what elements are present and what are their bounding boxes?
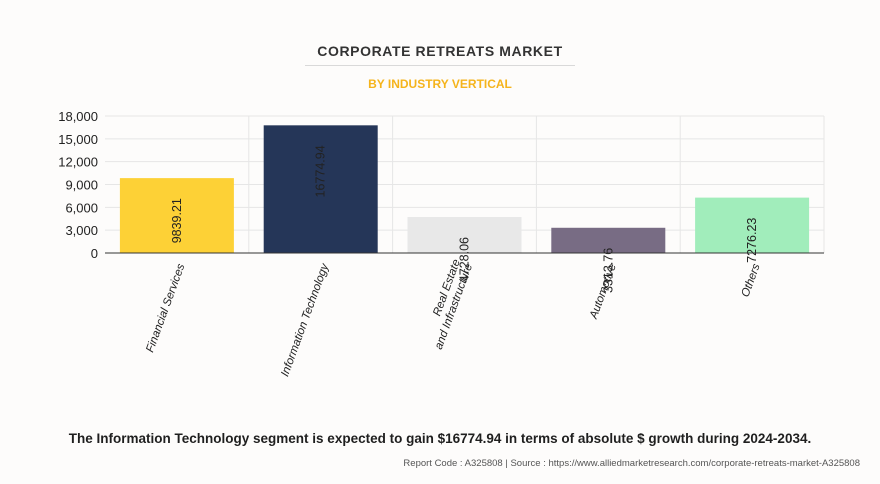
- bar-financial-services: [119, 178, 234, 253]
- bar-value-label: 3313.76: [601, 248, 615, 293]
- source-line: Report Code : A325808 | Source : https:/…: [403, 458, 860, 469]
- y-tick-label: 12,000: [58, 155, 98, 170]
- bar-others: [695, 197, 810, 253]
- bar-real-estate-and-infrastructure: [407, 217, 522, 253]
- y-tick-label: 18,000: [58, 109, 98, 124]
- chart-subtitle: BY INDUSTRY VERTICAL: [368, 77, 512, 91]
- chart-title: CORPORATE RETREATS MARKET: [317, 43, 563, 59]
- bar-chart: 0 3,000 6,000 9,000 12,000 15,000 18,000 9839.2…: [58, 109, 825, 378]
- x-tick-label: Information Technology: [279, 261, 331, 378]
- bar-value-label: 4728.06: [458, 237, 472, 282]
- bar-value-label: 16774.94: [314, 145, 328, 197]
- x-tick-label: Others: [740, 262, 763, 299]
- chart-footnote: The Information Technology segment is ex…: [68, 431, 812, 446]
- bar-value-label: 7276.23: [745, 218, 759, 263]
- x-tick-label: Financial Services: [144, 262, 187, 354]
- y-tick-label: 9,000: [65, 178, 98, 193]
- y-tick-label: 3,000: [65, 223, 98, 238]
- bar-automotive: [551, 227, 666, 253]
- y-tick-label: 15,000: [58, 132, 98, 147]
- x-tick-label-line: Information Technology: [279, 261, 331, 378]
- y-tick-label: 6,000: [65, 200, 98, 215]
- x-tick-label-line: Others: [740, 262, 763, 299]
- x-tick-label-line: Financial Services: [144, 262, 187, 354]
- bar-value-label: 9839.21: [170, 198, 184, 243]
- title-divider: [305, 65, 575, 66]
- bar-information-technology: [263, 125, 378, 253]
- y-tick-label: 0: [91, 246, 98, 261]
